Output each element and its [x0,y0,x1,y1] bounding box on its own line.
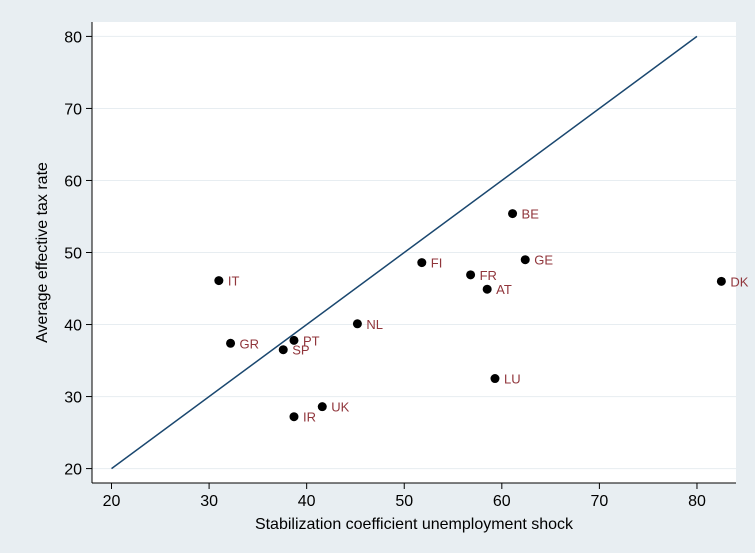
point-label: LU [504,372,521,387]
x-tick-label: 50 [395,493,413,510]
data-point-ir: IR [289,410,316,425]
point-marker [289,335,299,345]
point-label: FR [480,268,497,283]
point-label: IT [228,274,240,289]
data-point-at: AT [482,282,512,297]
point-marker [214,276,224,286]
reference-line-45-degree [111,35,698,470]
point-label: FI [431,256,443,271]
y-tick-label: 60 [64,173,82,190]
point-label: AT [496,282,512,297]
point-marker [716,276,726,286]
point-marker [278,345,288,355]
point-label: PT [303,333,320,348]
point-label: NL [366,317,383,332]
data-point-be: BE [508,207,539,222]
y-axis-title: Average effective tax rate [34,162,51,343]
data-point-ge: GE [520,253,553,268]
data-point-fi: FI [417,256,442,271]
point-marker [508,209,518,219]
x-tick-label: 20 [103,493,121,510]
point-marker [226,338,236,348]
y-tick-label: 30 [64,390,82,407]
point-label: GE [534,253,553,268]
x-axis-title: Stabilization coefficient unemployment s… [255,516,574,533]
point-marker [289,412,299,422]
y-tick-label: 70 [64,101,82,118]
axes [86,22,736,489]
point-label: IR [303,410,316,425]
point-label: UK [331,400,349,415]
y-tick-label: 40 [64,318,82,335]
data-point-nl: NL [352,317,383,332]
point-label: BE [522,207,540,222]
y-tick-label: 20 [64,462,82,479]
y-tick-label: 80 [64,29,82,46]
point-marker [482,284,492,294]
data-point-gr: GR [226,336,259,351]
x-tick-label: 80 [688,493,706,510]
data-point-it: IT [214,274,239,289]
gridlines [92,35,736,470]
point-marker [317,402,327,412]
point-marker [490,374,500,384]
point-label: SP [292,343,309,358]
tick-labels: 20 30 40 50 60 70 80 20 30 40 50 60 70 80 [64,29,706,510]
point-marker [466,270,476,280]
data-point-dk: DK [716,274,749,289]
x-tick-label: 40 [298,493,316,510]
x-tick-label: 60 [493,493,511,510]
point-marker [417,258,427,268]
x-tick-label: 30 [200,493,218,510]
point-marker [520,255,530,265]
x-tick-label: 70 [590,493,608,510]
y-tick-label: 50 [64,246,82,263]
point-marker [352,319,362,329]
data-point-lu: LU [490,372,521,387]
data-point-uk: UK [317,400,350,415]
data-point-pt: PT [289,333,320,348]
data-point-sp: SP [278,343,310,358]
point-label: GR [240,336,259,351]
data-point-fr: FR [466,268,497,283]
point-label: DK [730,274,748,289]
